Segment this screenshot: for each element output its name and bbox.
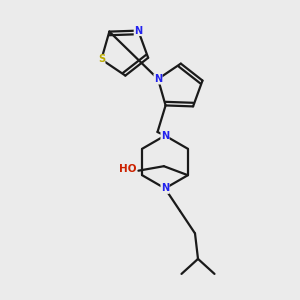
Text: N: N bbox=[161, 130, 169, 141]
Text: N: N bbox=[161, 183, 169, 194]
Text: HO: HO bbox=[119, 164, 136, 174]
Text: N: N bbox=[154, 74, 162, 84]
Text: S: S bbox=[98, 54, 105, 64]
Text: N: N bbox=[134, 26, 142, 36]
